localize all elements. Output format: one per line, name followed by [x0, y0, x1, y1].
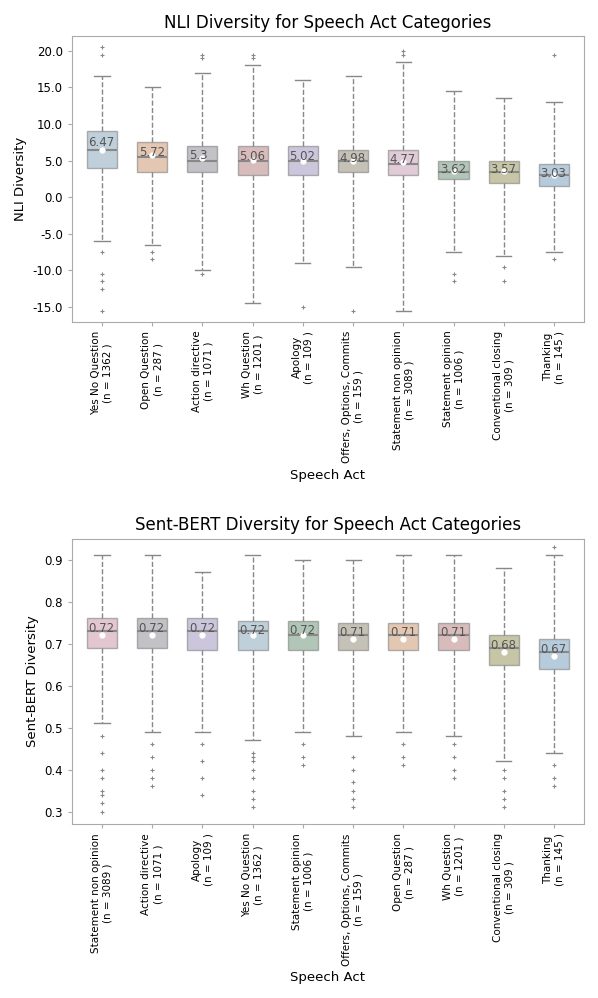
PathPatch shape: [87, 619, 117, 648]
PathPatch shape: [539, 640, 569, 669]
Text: 0.72: 0.72: [189, 622, 215, 636]
PathPatch shape: [438, 623, 469, 650]
Text: 5.02: 5.02: [289, 150, 315, 163]
PathPatch shape: [338, 623, 368, 650]
X-axis label: Speech Act: Speech Act: [291, 971, 365, 984]
PathPatch shape: [237, 621, 268, 650]
Text: 4.77: 4.77: [390, 153, 416, 166]
PathPatch shape: [137, 143, 167, 172]
X-axis label: Speech Act: Speech Act: [291, 469, 365, 482]
PathPatch shape: [388, 150, 419, 176]
Y-axis label: Sent-BERT Diversity: Sent-BERT Diversity: [26, 616, 39, 748]
Text: 5.06: 5.06: [239, 150, 265, 163]
PathPatch shape: [87, 132, 117, 168]
Text: 4.98: 4.98: [340, 153, 365, 166]
Text: 3.62: 3.62: [440, 163, 466, 176]
Text: 0.67: 0.67: [541, 643, 566, 656]
Text: 0.72: 0.72: [139, 622, 165, 635]
Text: 0.68: 0.68: [490, 639, 516, 652]
PathPatch shape: [539, 165, 569, 187]
Text: 0.71: 0.71: [440, 626, 466, 639]
PathPatch shape: [288, 146, 318, 176]
PathPatch shape: [187, 146, 218, 172]
PathPatch shape: [137, 619, 167, 648]
Text: 0.71: 0.71: [390, 626, 416, 639]
PathPatch shape: [489, 161, 519, 183]
PathPatch shape: [187, 619, 218, 650]
PathPatch shape: [288, 621, 318, 650]
Text: 5.72: 5.72: [139, 146, 165, 159]
Text: 0.72: 0.72: [239, 624, 265, 637]
Y-axis label: NLI Diversity: NLI Diversity: [14, 137, 27, 222]
Text: 3.03: 3.03: [541, 167, 566, 180]
PathPatch shape: [438, 161, 469, 179]
PathPatch shape: [388, 623, 419, 650]
Text: 5.3: 5.3: [189, 149, 208, 162]
PathPatch shape: [237, 146, 268, 176]
Text: 0.72: 0.72: [289, 624, 315, 637]
Title: NLI Diversity for Speech Act Categories: NLI Diversity for Speech Act Categories: [164, 14, 492, 32]
Title: Sent-BERT Diversity for Speech Act Categories: Sent-BERT Diversity for Speech Act Categ…: [135, 516, 521, 534]
Text: 0.71: 0.71: [340, 626, 365, 639]
PathPatch shape: [338, 150, 368, 172]
Text: 0.72: 0.72: [89, 622, 115, 635]
PathPatch shape: [489, 636, 519, 665]
Text: 3.57: 3.57: [490, 164, 516, 177]
Text: 6.47: 6.47: [89, 136, 115, 149]
